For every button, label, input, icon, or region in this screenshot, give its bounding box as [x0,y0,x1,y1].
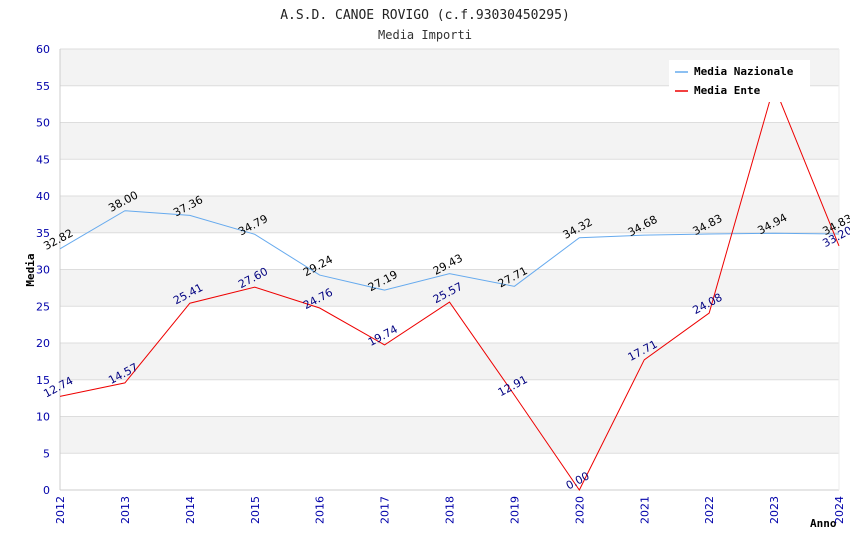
legend-box [669,60,810,102]
x-tick-label: 2020 [573,496,586,524]
chart-subtitle: Media Importi [378,28,472,42]
y-tick-labels: 0 5 10 15 20 25 30 35 40 45 50 55 60 [36,43,50,497]
x-tick-label: 2015 [249,496,262,524]
grid-band [60,269,839,307]
y-axis-title: Media [24,253,37,286]
x-tick-label: 2016 [314,496,327,524]
chart-title: A.S.D. CANOE ROVIGO (c.f.93030450295) [280,8,570,23]
x-tick-label: 2013 [119,496,132,524]
x-tick-label: 2018 [444,496,457,524]
x-tick-label: 2023 [768,496,781,524]
grid-band [60,453,839,490]
y-tick-label: 30 [36,264,50,277]
grid-band [60,379,839,417]
grid-band [60,122,839,160]
x-tick-label: 2021 [638,496,651,524]
y-tick-label: 5 [43,447,50,460]
y-tick-label: 55 [36,80,50,93]
y-tick-label: 60 [36,43,50,56]
x-axis-title: Anno [810,517,837,530]
grid-band [60,232,839,270]
grid-band [60,196,839,233]
grid-lines [60,48,839,491]
legend: Media Nazionale Media Ente [669,60,810,102]
x-tick-label: 2024 [833,496,846,524]
y-tick-label: 10 [36,411,50,424]
series-lines [59,84,840,491]
y-tick-label: 40 [36,190,50,203]
x-tick-labels: 2012 2013 2014 2015 2016 2017 2018 2019 2020 2021… [54,496,846,524]
y-tick-label: 25 [36,300,50,313]
series-line-ente [59,84,840,491]
y-tick-label: 50 [36,117,50,130]
grid-band [60,159,839,196]
grid-band [60,416,839,454]
y-tick-label: 45 [36,153,50,166]
x-tick-label: 2014 [184,496,197,524]
y-tick-label: 20 [36,337,50,350]
x-tick-label: 2017 [379,496,392,524]
legend-label-ente: Media Ente [694,84,761,97]
x-tick-label: 2019 [508,496,521,524]
grid-band [60,306,839,343]
x-tick-label: 2012 [54,496,67,524]
y-tick-label: 35 [36,227,50,240]
axes [59,49,840,491]
series-line-nazionale [59,210,840,291]
grid-band [60,343,839,380]
legend-label-nazionale: Media Nazionale [694,65,794,78]
y-tick-label: 0 [43,484,50,497]
y-tick-label: 15 [36,374,50,387]
x-tick-label: 2022 [703,496,716,524]
